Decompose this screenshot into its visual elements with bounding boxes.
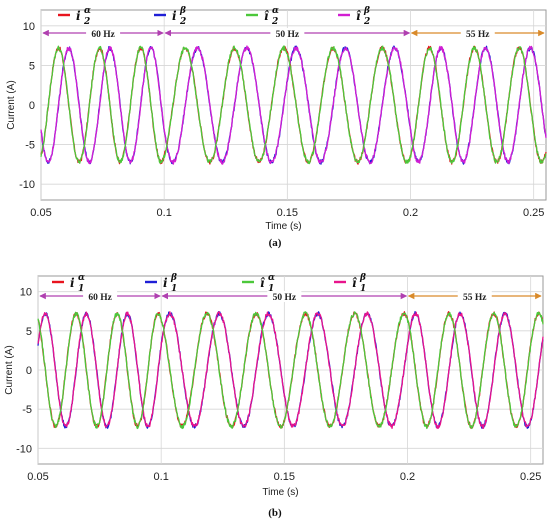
x-tick-label: 0.15 (277, 207, 298, 219)
legend-symbol: i (172, 9, 177, 23)
legend-symbol: i (163, 276, 168, 290)
legend-superscript: α (78, 273, 85, 283)
chart-panel-b: 10 5 0 -5 -10 0.05 0.1 0.15 0.2 0.25 Time (s) Curre… (4, 273, 544, 519)
y-tick-label: 10 (20, 287, 32, 299)
legend-symbol: î (356, 9, 361, 23)
legend-symbol: i (70, 276, 75, 290)
legend-symbol: î (264, 9, 269, 23)
y-tick-label: -5 (25, 140, 35, 152)
x-axis-label: Time (s) (265, 221, 301, 232)
legend-entry-3: î β1 (334, 273, 366, 294)
y-tick-label: 0 (26, 365, 32, 377)
legend-superscript: α (84, 6, 91, 16)
band-label-bg (270, 28, 305, 39)
x-axis-label: Time (s) (262, 487, 298, 498)
band-label-0: 60 Hz (88, 293, 112, 303)
series-line-2 (40, 45, 547, 165)
band-label-bg (83, 291, 118, 302)
x-tick-label: 0.05 (30, 207, 51, 219)
x-tick-label: 0.05 (27, 471, 48, 483)
legend-superscript: α (272, 6, 279, 16)
chart-panel-a: 10 5 0 -5 -10 0.05 0.1 0.15 0.2 0.25 Time (s) Curre… (6, 6, 547, 249)
legend-superscript: β (179, 6, 186, 16)
y-tick-label: -5 (22, 404, 32, 416)
legend-subscript: 2 (271, 17, 278, 27)
legend-superscript: β (170, 273, 177, 283)
x-tick-label: 0.25 (523, 207, 544, 219)
legend-entry-1: i β1 (145, 273, 177, 294)
y-tick-label: 0 (29, 100, 35, 112)
y-axis-label: Current (A) (6, 80, 17, 129)
legend-subscript: 1 (360, 284, 366, 294)
x-tick-label: 0.1 (154, 471, 169, 483)
x-tick-label: 0.1 (157, 207, 172, 219)
band-label-1: 50 Hz (273, 293, 297, 303)
y-tick-label: -10 (19, 179, 35, 191)
legend-superscript: β (363, 6, 370, 16)
legend-subscript: 2 (363, 17, 370, 27)
band-label-bg (267, 291, 302, 302)
band-label-bg (460, 28, 495, 39)
y-axis-label: Current (A) (4, 345, 15, 394)
legend-symbol: i (76, 9, 81, 23)
panel-caption: (b) (268, 507, 282, 519)
y-tick-label: 10 (23, 21, 35, 33)
band-label-bg (457, 291, 492, 302)
band-label-2: 55 Hz (466, 30, 490, 40)
legend-superscript: β (359, 273, 366, 283)
band-label-0: 60 Hz (91, 30, 115, 40)
legend-entry-2: î α2 (246, 6, 279, 27)
x-tick-label: 0.2 (400, 471, 415, 483)
legend-superscript: α (268, 273, 275, 283)
legend-entry-1: i β2 (154, 6, 186, 27)
legend-entry-2: î α1 (242, 273, 275, 294)
legend-subscript: 1 (78, 284, 84, 294)
y-tick-label: 5 (26, 326, 32, 338)
x-tick-label: 0.2 (403, 207, 418, 219)
series-line-2 (37, 311, 544, 430)
legend-symbol: î (260, 276, 265, 290)
legend-subscript: 2 (83, 17, 90, 27)
band-label-2: 55 Hz (463, 293, 487, 303)
panel-caption: (a) (269, 237, 282, 249)
legend-subscript: 1 (171, 284, 177, 294)
legend-entry-0: i α1 (52, 273, 85, 294)
band-label-1: 50 Hz (276, 30, 300, 40)
legend-entry-3: î β2 (338, 6, 370, 27)
y-tick-label: -10 (16, 443, 32, 455)
x-tick-label: 0.25 (520, 471, 541, 483)
y-tick-label: 5 (29, 60, 35, 72)
legend-subscript: 2 (179, 17, 186, 27)
x-tick-label: 0.15 (274, 471, 295, 483)
legend-entry-0: i α2 (58, 6, 91, 27)
legend-subscript: 1 (268, 284, 274, 294)
legend-symbol: î (352, 276, 357, 290)
band-label-bg (86, 28, 121, 39)
